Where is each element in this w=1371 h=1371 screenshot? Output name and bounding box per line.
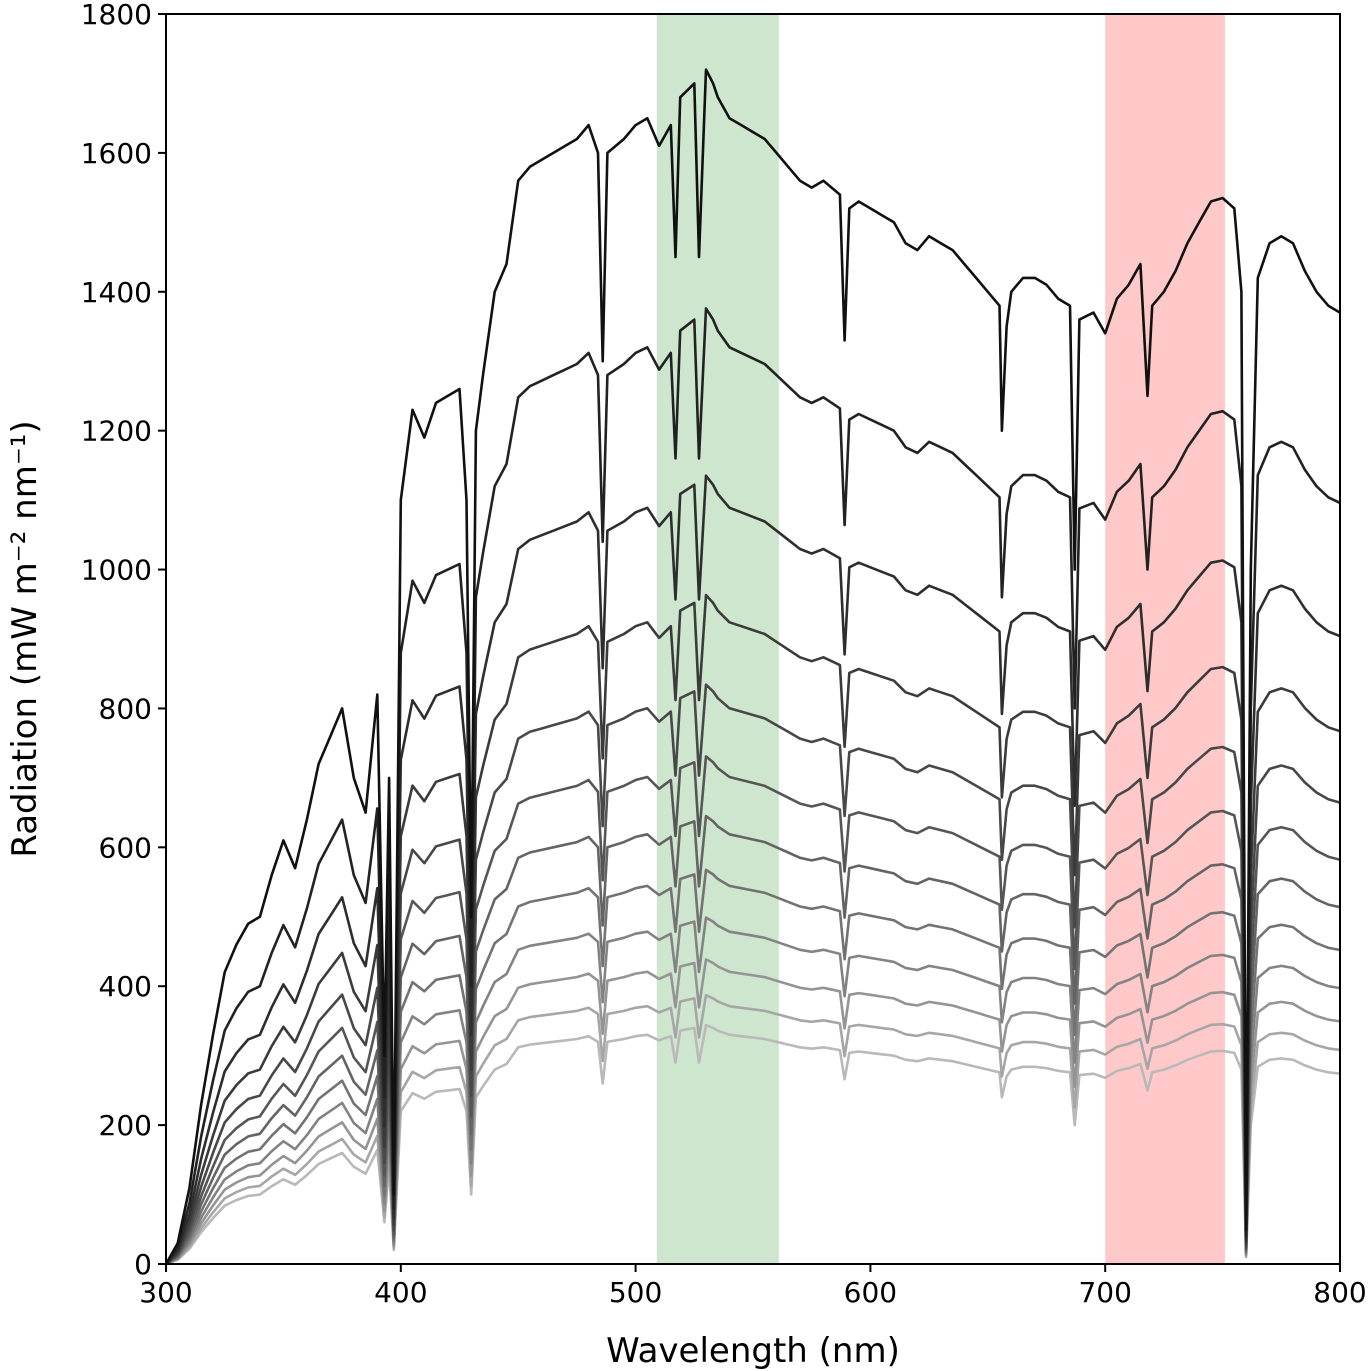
y-tick-label: 1200 xyxy=(81,415,152,448)
highlight-band-2 xyxy=(1105,14,1225,1264)
plot-frame xyxy=(165,13,1341,1265)
y-axis-ticks: 0 200 400 600 800 1000 1200 1400 1600 1800 xyxy=(81,0,166,1281)
x-tick-label: 400 xyxy=(374,1276,427,1309)
series-line-1 xyxy=(164,68,1341,1265)
y-tick-label: 1400 xyxy=(81,276,152,309)
x-axis-label: Wavelength (nm) xyxy=(606,1331,900,1371)
x-tick-label: 800 xyxy=(1313,1276,1366,1309)
y-tick-label: 400 xyxy=(99,970,152,1003)
y-tick-label: 200 xyxy=(99,1109,152,1142)
y-tick-label: 800 xyxy=(99,692,152,725)
y-tick-label: 0 xyxy=(134,1248,152,1281)
y-tick-label: 1600 xyxy=(81,137,152,170)
series-group xyxy=(164,68,1341,1266)
x-tick-label: 700 xyxy=(1078,1276,1131,1309)
y-tick-label: 600 xyxy=(99,831,152,864)
y-tick-label: 1800 xyxy=(81,0,152,31)
x-tick-label: 600 xyxy=(844,1276,897,1309)
x-tick-label: 500 xyxy=(609,1276,662,1309)
highlight-bands xyxy=(656,14,1225,1264)
y-axis-label: Radiation (mW m⁻² nm⁻¹) xyxy=(5,420,45,857)
series-line-2 xyxy=(164,307,1341,1265)
x-axis-ticks: 300 400 500 600 700 800 xyxy=(139,1264,1367,1309)
highlight-band-1 xyxy=(656,14,779,1264)
x-tick-label: 300 xyxy=(139,1276,192,1309)
y-tick-label: 1000 xyxy=(81,554,152,587)
